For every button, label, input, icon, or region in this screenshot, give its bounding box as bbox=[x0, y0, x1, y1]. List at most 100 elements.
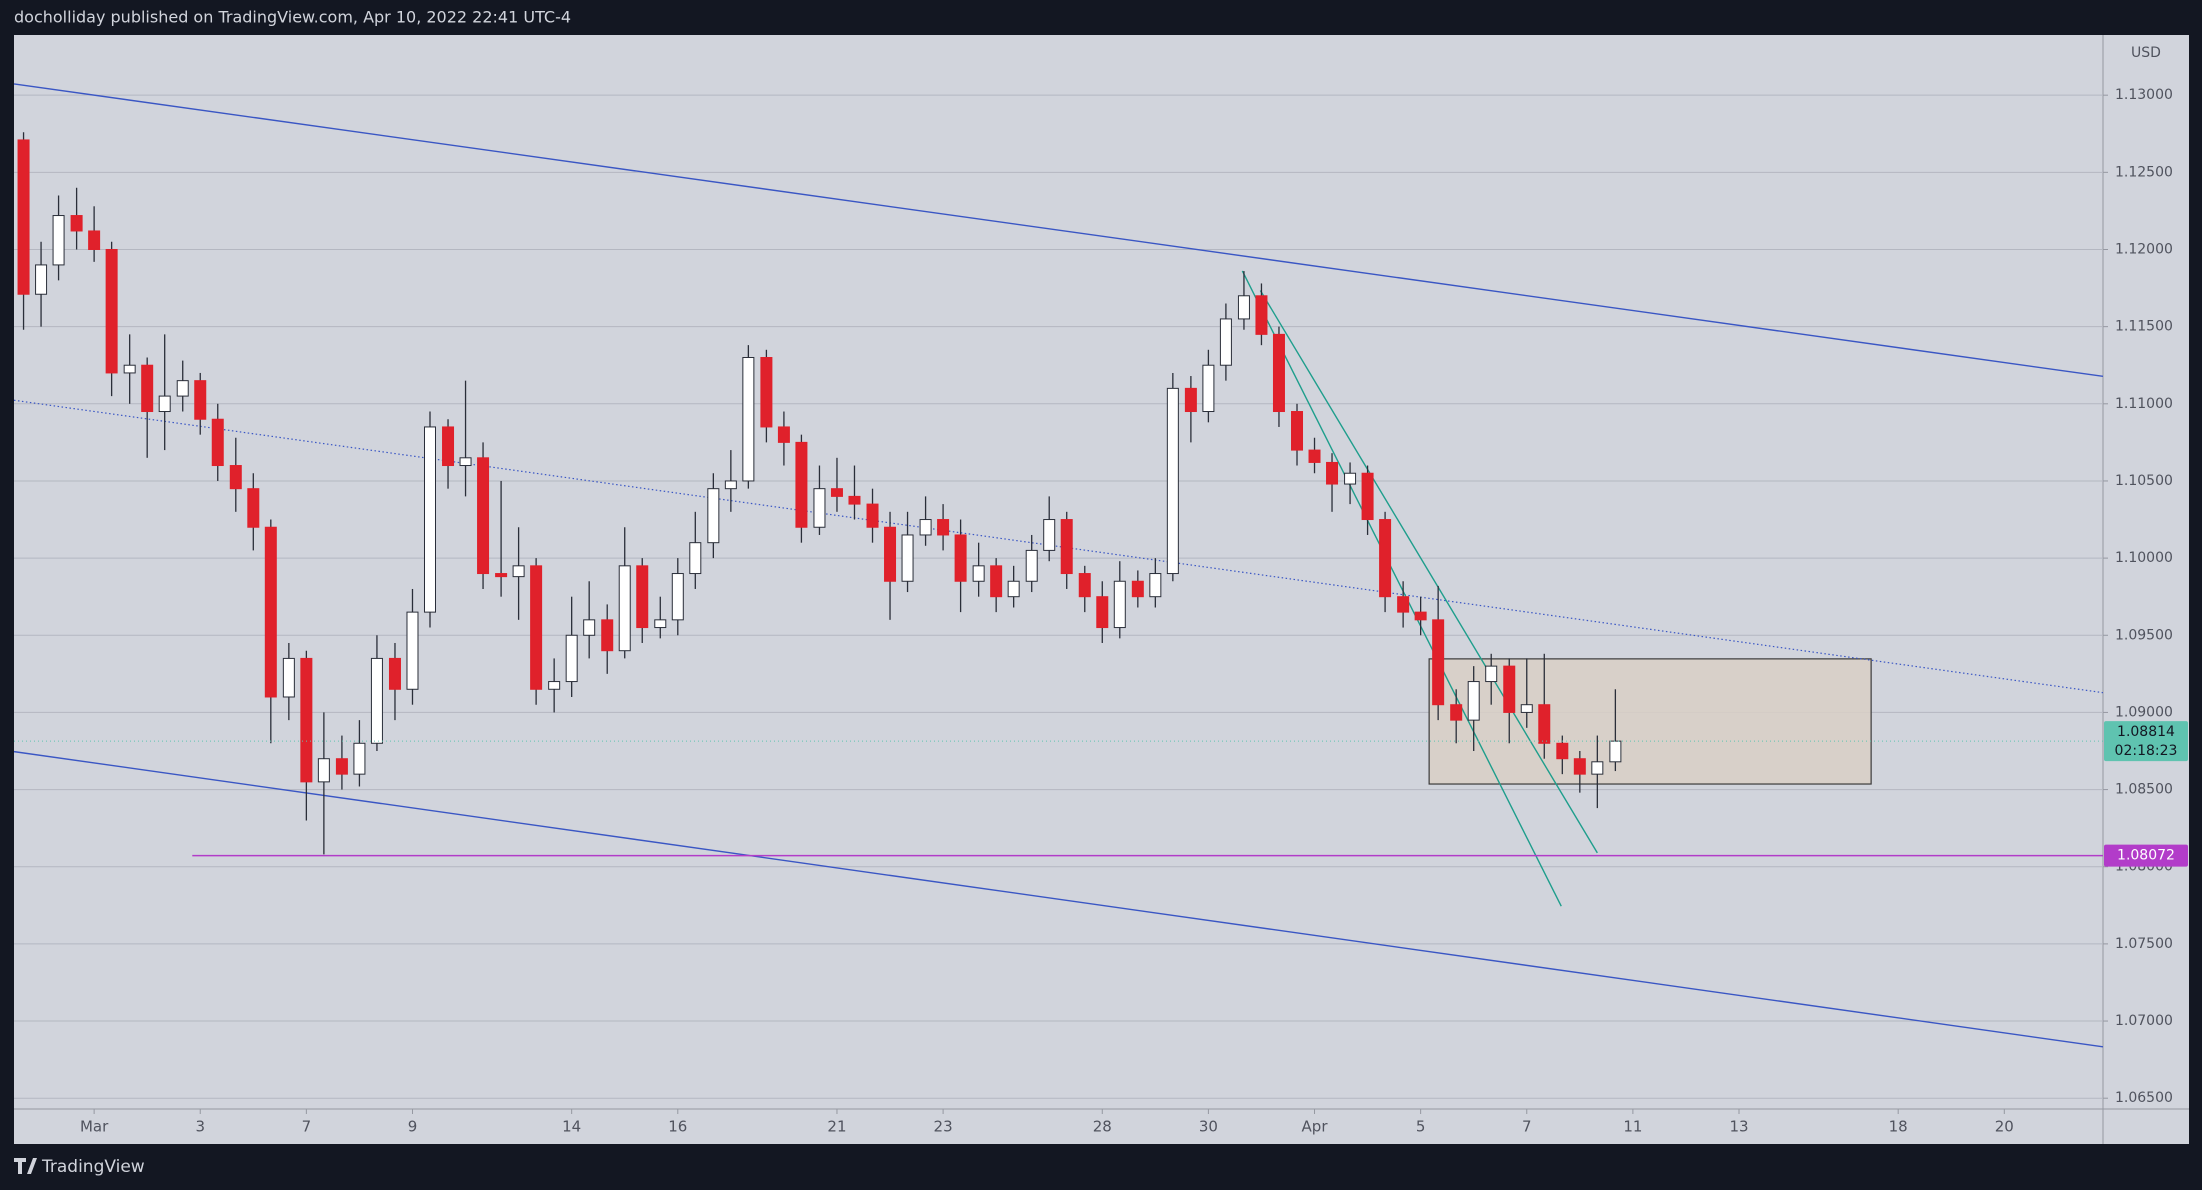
candle-body bbox=[689, 542, 702, 575]
candle-body bbox=[1272, 333, 1285, 413]
candle-body bbox=[495, 573, 508, 578]
candle-body bbox=[1060, 519, 1073, 575]
candle-body bbox=[707, 488, 720, 544]
brand-name: TradingView bbox=[41, 1157, 145, 1177]
candle-body bbox=[1219, 318, 1232, 366]
candle-body bbox=[1096, 596, 1109, 629]
trendline bbox=[14, 83, 2103, 378]
candle-body bbox=[35, 264, 48, 295]
hline-tag bbox=[2104, 844, 2188, 867]
candle-body bbox=[1255, 295, 1268, 335]
candle-body bbox=[565, 634, 578, 683]
candle-body bbox=[1591, 761, 1604, 775]
x-tick-label: 7 bbox=[302, 1118, 312, 1136]
last-price-tag bbox=[2104, 721, 2188, 762]
candle-body bbox=[901, 534, 914, 582]
candle-body bbox=[548, 681, 561, 690]
candle-body bbox=[388, 657, 401, 690]
candle-body bbox=[813, 488, 826, 528]
candle-body bbox=[282, 657, 295, 698]
candle-body bbox=[105, 248, 118, 374]
candle-body bbox=[70, 215, 83, 232]
candle-body bbox=[353, 742, 366, 775]
candle-body bbox=[88, 230, 101, 250]
y-tick-label: 1.08500 bbox=[2115, 782, 2173, 798]
header-title: docholliday published on TradingView.com… bbox=[14, 8, 571, 27]
candle-body bbox=[583, 619, 596, 636]
y-tick-label: 1.07000 bbox=[2115, 1013, 2173, 1029]
x-tick-label: 11 bbox=[1623, 1118, 1642, 1136]
candle-body bbox=[1503, 665, 1516, 713]
candle-body bbox=[636, 565, 649, 629]
y-tick-label: 1.13000 bbox=[2115, 87, 2173, 103]
candle-body bbox=[264, 526, 277, 698]
candle-body bbox=[795, 441, 808, 528]
x-tick-label: 9 bbox=[408, 1118, 418, 1136]
candle-body bbox=[459, 457, 472, 467]
x-tick-label: 21 bbox=[827, 1118, 846, 1136]
candle-body bbox=[317, 758, 330, 783]
brand-logo bbox=[14, 1158, 37, 1174]
panel bbox=[14, 35, 2189, 1144]
candle-body bbox=[866, 503, 879, 528]
candle-body bbox=[1113, 580, 1126, 629]
candle-body bbox=[1326, 461, 1339, 485]
candle-body bbox=[654, 619, 667, 629]
candle-body bbox=[300, 657, 313, 783]
x-tick-label: 30 bbox=[1199, 1118, 1218, 1136]
candle-body bbox=[530, 565, 543, 690]
y-tick-label: 1.11000 bbox=[2115, 396, 2173, 412]
candle-body bbox=[1414, 611, 1427, 621]
candle-body bbox=[17, 139, 30, 295]
x-tick-label: 28 bbox=[1093, 1118, 1112, 1136]
x-tick-label: 18 bbox=[1889, 1118, 1908, 1136]
candle-body bbox=[370, 657, 383, 744]
candle-body bbox=[1361, 472, 1374, 521]
candle-body bbox=[848, 495, 861, 505]
candle-body bbox=[158, 395, 171, 413]
y-tick-label: 1.10000 bbox=[2115, 550, 2173, 566]
candle-body bbox=[211, 418, 224, 467]
candle-body bbox=[972, 565, 985, 582]
last-price-label: 1.08814 bbox=[2117, 724, 2175, 740]
x-tick-label: Mar bbox=[80, 1118, 109, 1136]
candle-body bbox=[229, 465, 242, 490]
candle-body bbox=[442, 426, 455, 467]
candle-body bbox=[618, 565, 631, 652]
candle-body bbox=[1379, 519, 1392, 598]
candle-body bbox=[830, 488, 843, 497]
candle-body bbox=[1397, 596, 1410, 613]
x-tick-label: 23 bbox=[934, 1118, 953, 1136]
candle-body bbox=[176, 380, 189, 397]
candle-body bbox=[194, 380, 207, 420]
candle-body bbox=[1520, 704, 1533, 713]
candle-body bbox=[1609, 740, 1622, 763]
plot-area bbox=[14, 83, 2103, 1099]
currency-label: USD bbox=[2131, 45, 2161, 61]
y-tick-label: 1.12000 bbox=[2115, 241, 2173, 257]
candle-body bbox=[1538, 704, 1551, 744]
candle-body bbox=[884, 526, 897, 582]
candle-body bbox=[1467, 681, 1480, 721]
candle-body bbox=[1291, 411, 1304, 451]
x-tick-label: 20 bbox=[1995, 1118, 2014, 1136]
candle-body bbox=[477, 457, 490, 575]
candle-body bbox=[919, 519, 932, 536]
candle-body bbox=[724, 480, 737, 490]
candle-body bbox=[1573, 758, 1586, 775]
x-tick-label: 5 bbox=[1416, 1118, 1426, 1136]
x-tick-label: Apr bbox=[1302, 1118, 1329, 1136]
candle-body bbox=[1078, 573, 1091, 598]
y-tick-label: 1.06500 bbox=[2115, 1090, 2173, 1106]
trendline bbox=[1241, 270, 1562, 907]
candle-body bbox=[954, 534, 967, 582]
candle-body bbox=[1308, 449, 1321, 463]
candle-body bbox=[1485, 665, 1498, 683]
y-tick-label: 1.10500 bbox=[2115, 473, 2173, 489]
candle-body bbox=[1025, 549, 1038, 582]
candle-body bbox=[671, 573, 684, 621]
candle-body bbox=[1043, 519, 1056, 551]
candle-body bbox=[1450, 704, 1463, 721]
